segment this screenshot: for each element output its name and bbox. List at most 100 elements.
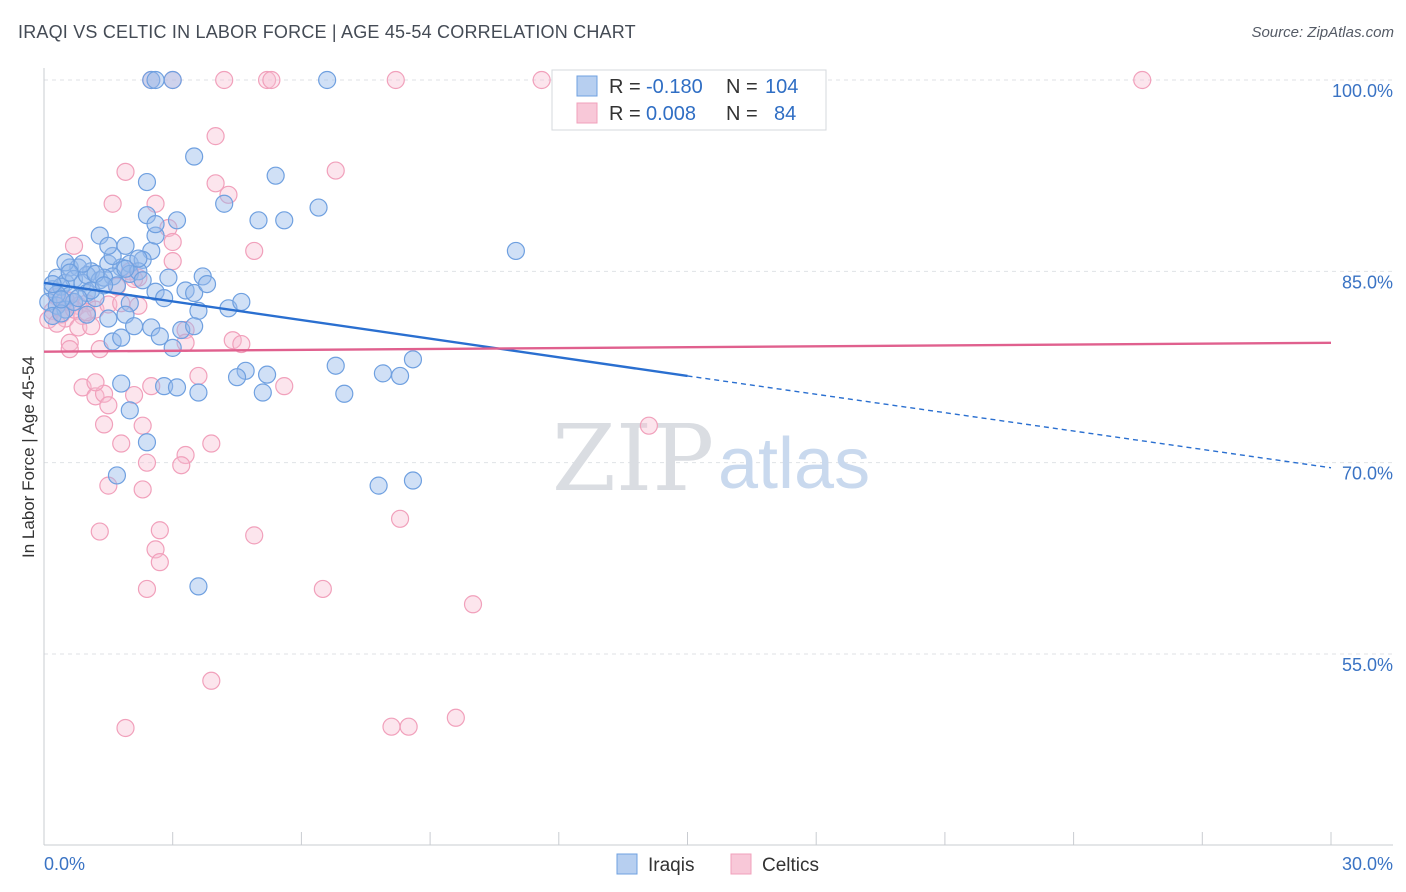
celtics-point [223, 331, 242, 350]
iraqis-point [335, 384, 354, 403]
iraqis-point [185, 147, 204, 166]
iraqis-trendline-extension [687, 375, 1332, 469]
iraqis-point [232, 292, 251, 312]
source-label: Source: ZipAtlas.com [1251, 24, 1394, 41]
legend-n-label-celtics: N = [726, 103, 758, 125]
iraqis-point [129, 249, 148, 268]
iraqis-point [159, 268, 178, 287]
celtics-point [206, 174, 225, 193]
iraqis-point [369, 476, 388, 495]
celtics-point [206, 127, 225, 146]
iraqis-point [326, 356, 345, 375]
celtics-point [172, 456, 191, 475]
celtics-point [82, 317, 101, 336]
celtics-point [262, 70, 281, 90]
iraqis-point [103, 246, 122, 266]
iraqis-point [142, 70, 161, 90]
iraqis-point [266, 166, 285, 185]
iraqis-point [185, 317, 204, 336]
celtics-point [94, 415, 114, 434]
bottom-legend: Iraqis Celtics [616, 853, 819, 876]
iraqis-point [52, 290, 71, 309]
celtics-point [69, 318, 88, 337]
iraqis-point [373, 364, 393, 383]
iraqis-point [112, 374, 131, 393]
iraqis-series [39, 70, 526, 596]
x-tick-label-min: 0.0% [44, 854, 85, 874]
iraqis-point [197, 274, 217, 294]
legend-r-value-celtics: 0.008 [646, 103, 696, 125]
iraqis-point [94, 276, 114, 295]
legend: R = -0.180 N = 104 R = 0.008 N = 84 [551, 69, 827, 131]
iraqis-point [390, 366, 410, 386]
iraqis-point [77, 305, 97, 324]
iraqis-point [107, 466, 127, 485]
iraqis-point [309, 198, 328, 217]
iraqis-point [257, 365, 277, 384]
bottom-legend-swatch-iraqis [616, 853, 638, 875]
iraqis-point [150, 327, 169, 346]
iraqis-point [137, 433, 157, 452]
legend-box [551, 69, 827, 131]
celtics-point [532, 70, 551, 90]
iraqis-point [403, 471, 423, 490]
celtics-point [202, 434, 221, 453]
iraqis-point [163, 70, 182, 90]
celtics-point [133, 480, 152, 499]
celtics-point [112, 434, 131, 453]
chart-title: IRAQI VS CELTIC IN LABOR FORCE | AGE 45-… [18, 22, 636, 42]
watermark-zip: ZIP [552, 405, 714, 512]
legend-n-label-iraqis: N = [726, 76, 758, 98]
celtics-point [463, 595, 483, 614]
legend-r-value-iraqis: -0.180 [646, 76, 703, 98]
iraqis-point [249, 211, 268, 230]
celtics-point [326, 161, 345, 180]
iraqis-point [146, 70, 165, 90]
legend-n-value-iraqis: 104 [765, 76, 798, 98]
y-tick-label: 70.0% [1342, 464, 1393, 484]
celtics-point [202, 671, 221, 690]
y-tick-labels: 55.0% 70.0% 85.0% 100.0% [1332, 81, 1393, 675]
iraqis-point [318, 70, 337, 90]
iraqis-point [185, 283, 204, 303]
x-ticks [43, 832, 1332, 845]
bottom-legend-label-celtics: Celtics [762, 855, 819, 876]
watermark: ZIP atlas [552, 405, 870, 512]
iraqis-point [103, 332, 122, 351]
celtics-point [382, 717, 401, 736]
iraqis-point [215, 194, 234, 213]
axes [43, 68, 1393, 846]
celtics-point [116, 162, 135, 181]
celtics-point [142, 377, 161, 396]
iraqis-point [155, 377, 174, 396]
celtics-point [386, 70, 405, 90]
iraqis-point [120, 401, 139, 420]
legend-swatch-iraqis [576, 75, 598, 97]
celtics-point [60, 340, 79, 359]
iraqis-point [189, 383, 208, 402]
iraqis-point [112, 328, 131, 347]
iraqis-point [116, 259, 135, 278]
legend-r-label-iraqis: R = [609, 76, 641, 98]
celtics-point [399, 717, 418, 736]
iraqis-trendline [43, 281, 688, 378]
iraqis-point [155, 289, 174, 308]
celtics-point [90, 522, 109, 541]
iraqis-point [69, 289, 88, 308]
bottom-legend-label-iraqis: Iraqis [648, 855, 694, 876]
celtics-point [116, 718, 135, 738]
celtics-point [176, 445, 195, 465]
celtics-point [275, 377, 294, 396]
iraqis-point [137, 172, 157, 192]
iraqis-point [56, 253, 75, 272]
celtics-point [313, 579, 332, 599]
legend-n-value-celtics: 84 [774, 103, 796, 125]
celtics-point [103, 194, 122, 213]
iraqis-point [163, 338, 182, 357]
iraqis-point [99, 236, 118, 255]
celtics-point [150, 553, 169, 572]
iraqis-point [253, 383, 272, 402]
celtics-point [137, 453, 157, 472]
celtics-point [639, 416, 658, 435]
legend-r-label-celtics: R = [609, 103, 641, 125]
